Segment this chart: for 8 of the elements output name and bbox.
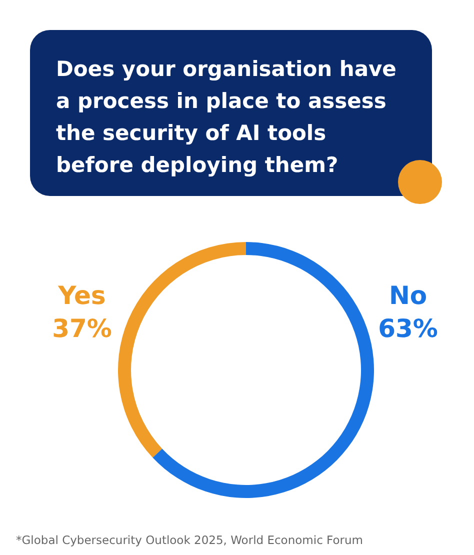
slice-label: Yes xyxy=(57,281,106,310)
data-label: 37% xyxy=(52,314,112,343)
text: *Global Cybersecurity Outlook 2025, World Economic Forum xyxy=(16,533,364,547)
donut-slice xyxy=(152,242,374,498)
data-label: 63% xyxy=(378,314,438,343)
donut-slice xyxy=(118,242,246,458)
chart-title: Does your organisation have a process in place to assess the security of AI tools before deploying them? xyxy=(56,57,396,177)
slice-label: No xyxy=(388,281,428,310)
